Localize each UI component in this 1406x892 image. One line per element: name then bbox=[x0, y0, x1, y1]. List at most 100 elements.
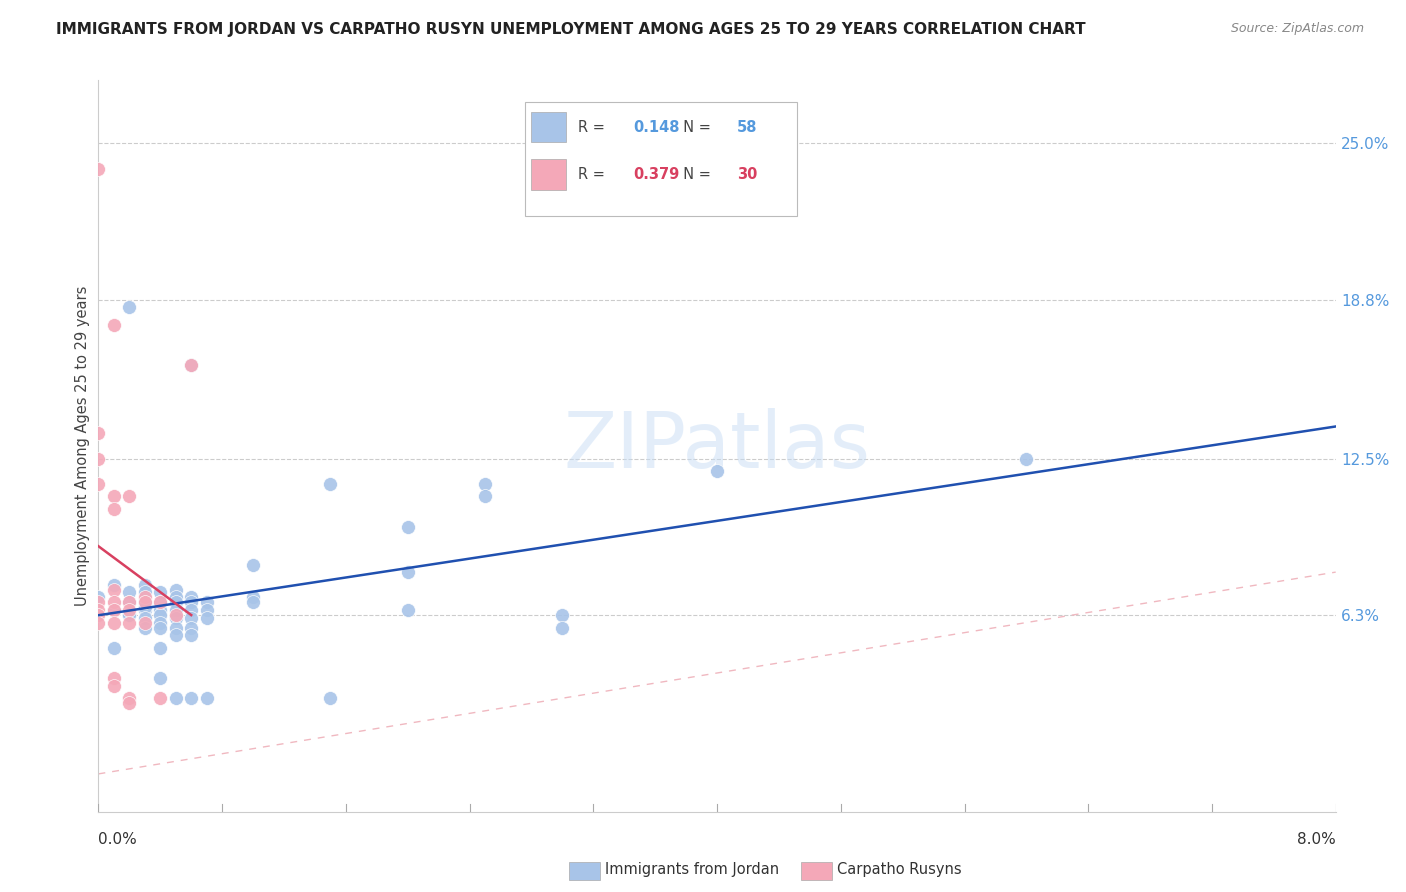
Text: 0.0%: 0.0% bbox=[98, 832, 138, 847]
Point bbox=[87, 615, 110, 630]
Point bbox=[149, 595, 172, 609]
Text: IMMIGRANTS FROM JORDAN VS CARPATHO RUSYN UNEMPLOYMENT AMONG AGES 25 TO 29 YEARS : IMMIGRANTS FROM JORDAN VS CARPATHO RUSYN… bbox=[56, 22, 1085, 37]
Point bbox=[180, 591, 202, 605]
Point bbox=[180, 621, 202, 635]
Point bbox=[87, 451, 110, 466]
Point bbox=[87, 595, 110, 609]
Point bbox=[165, 610, 187, 624]
Point bbox=[87, 607, 110, 622]
Point bbox=[134, 600, 156, 615]
Point bbox=[474, 490, 496, 504]
Point bbox=[195, 603, 218, 617]
Point bbox=[87, 161, 110, 176]
Point bbox=[118, 490, 141, 504]
Point bbox=[118, 585, 141, 599]
Point bbox=[706, 464, 728, 478]
Point bbox=[242, 595, 264, 609]
Point bbox=[149, 607, 172, 622]
Text: R =: R = bbox=[578, 120, 610, 135]
Point bbox=[103, 582, 125, 597]
Point bbox=[165, 607, 187, 622]
Point bbox=[319, 691, 342, 706]
Point bbox=[103, 318, 125, 332]
FancyBboxPatch shape bbox=[531, 112, 567, 143]
Point bbox=[103, 615, 125, 630]
Point bbox=[103, 603, 125, 617]
Point bbox=[165, 582, 187, 597]
Point bbox=[149, 621, 172, 635]
Point bbox=[165, 595, 187, 609]
Point bbox=[103, 490, 125, 504]
Text: 8.0%: 8.0% bbox=[1296, 832, 1336, 847]
Point bbox=[149, 640, 172, 655]
Point bbox=[242, 558, 264, 572]
Point bbox=[118, 696, 141, 710]
Point bbox=[180, 359, 202, 373]
Point bbox=[180, 691, 202, 706]
Point bbox=[103, 578, 125, 592]
Point bbox=[195, 610, 218, 624]
FancyBboxPatch shape bbox=[531, 160, 567, 190]
Point bbox=[118, 595, 141, 609]
Point bbox=[149, 671, 172, 685]
Point bbox=[118, 607, 141, 622]
Point bbox=[118, 691, 141, 706]
Point bbox=[118, 615, 141, 630]
Point bbox=[396, 603, 419, 617]
Point bbox=[118, 607, 141, 622]
Point bbox=[87, 476, 110, 491]
Point bbox=[180, 610, 202, 624]
Point bbox=[134, 615, 156, 630]
Point bbox=[134, 603, 156, 617]
Point bbox=[103, 603, 125, 617]
Point bbox=[149, 585, 172, 599]
Point bbox=[87, 426, 110, 441]
Text: ZIPatlas: ZIPatlas bbox=[564, 408, 870, 484]
Point bbox=[319, 476, 342, 491]
Text: N =: N = bbox=[673, 167, 716, 182]
Point bbox=[551, 607, 574, 622]
Text: Immigrants from Jordan: Immigrants from Jordan bbox=[605, 863, 779, 877]
Point bbox=[396, 519, 419, 533]
Point bbox=[149, 603, 172, 617]
Point bbox=[103, 679, 125, 693]
Point bbox=[165, 628, 187, 642]
Point bbox=[118, 595, 141, 609]
Y-axis label: Unemployment Among Ages 25 to 29 years: Unemployment Among Ages 25 to 29 years bbox=[75, 285, 90, 607]
Text: 30: 30 bbox=[737, 167, 758, 182]
Point bbox=[103, 671, 125, 685]
Point bbox=[149, 615, 172, 630]
Point bbox=[134, 585, 156, 599]
Point bbox=[103, 640, 125, 655]
Point bbox=[134, 621, 156, 635]
Point bbox=[551, 621, 574, 635]
Point bbox=[87, 603, 110, 617]
Point bbox=[134, 610, 156, 624]
Point bbox=[118, 300, 141, 314]
Point bbox=[396, 565, 419, 579]
Point bbox=[149, 691, 172, 706]
Point bbox=[180, 595, 202, 609]
Point bbox=[134, 591, 156, 605]
Point bbox=[87, 591, 110, 605]
Text: Source: ZipAtlas.com: Source: ZipAtlas.com bbox=[1230, 22, 1364, 36]
Point bbox=[165, 691, 187, 706]
Point bbox=[195, 691, 218, 706]
Text: 58: 58 bbox=[737, 120, 758, 135]
Text: R =: R = bbox=[578, 167, 610, 182]
Point bbox=[165, 591, 187, 605]
Text: 0.148: 0.148 bbox=[633, 120, 679, 135]
Point bbox=[1015, 451, 1038, 466]
Point bbox=[103, 502, 125, 516]
Point bbox=[195, 595, 218, 609]
Text: Carpatho Rusyns: Carpatho Rusyns bbox=[837, 863, 962, 877]
Text: 0.379: 0.379 bbox=[633, 167, 679, 182]
Point bbox=[474, 476, 496, 491]
Point bbox=[180, 628, 202, 642]
FancyBboxPatch shape bbox=[526, 103, 797, 216]
Point bbox=[134, 595, 156, 609]
Point bbox=[149, 595, 172, 609]
Point bbox=[165, 621, 187, 635]
Point bbox=[134, 578, 156, 592]
Point bbox=[242, 591, 264, 605]
